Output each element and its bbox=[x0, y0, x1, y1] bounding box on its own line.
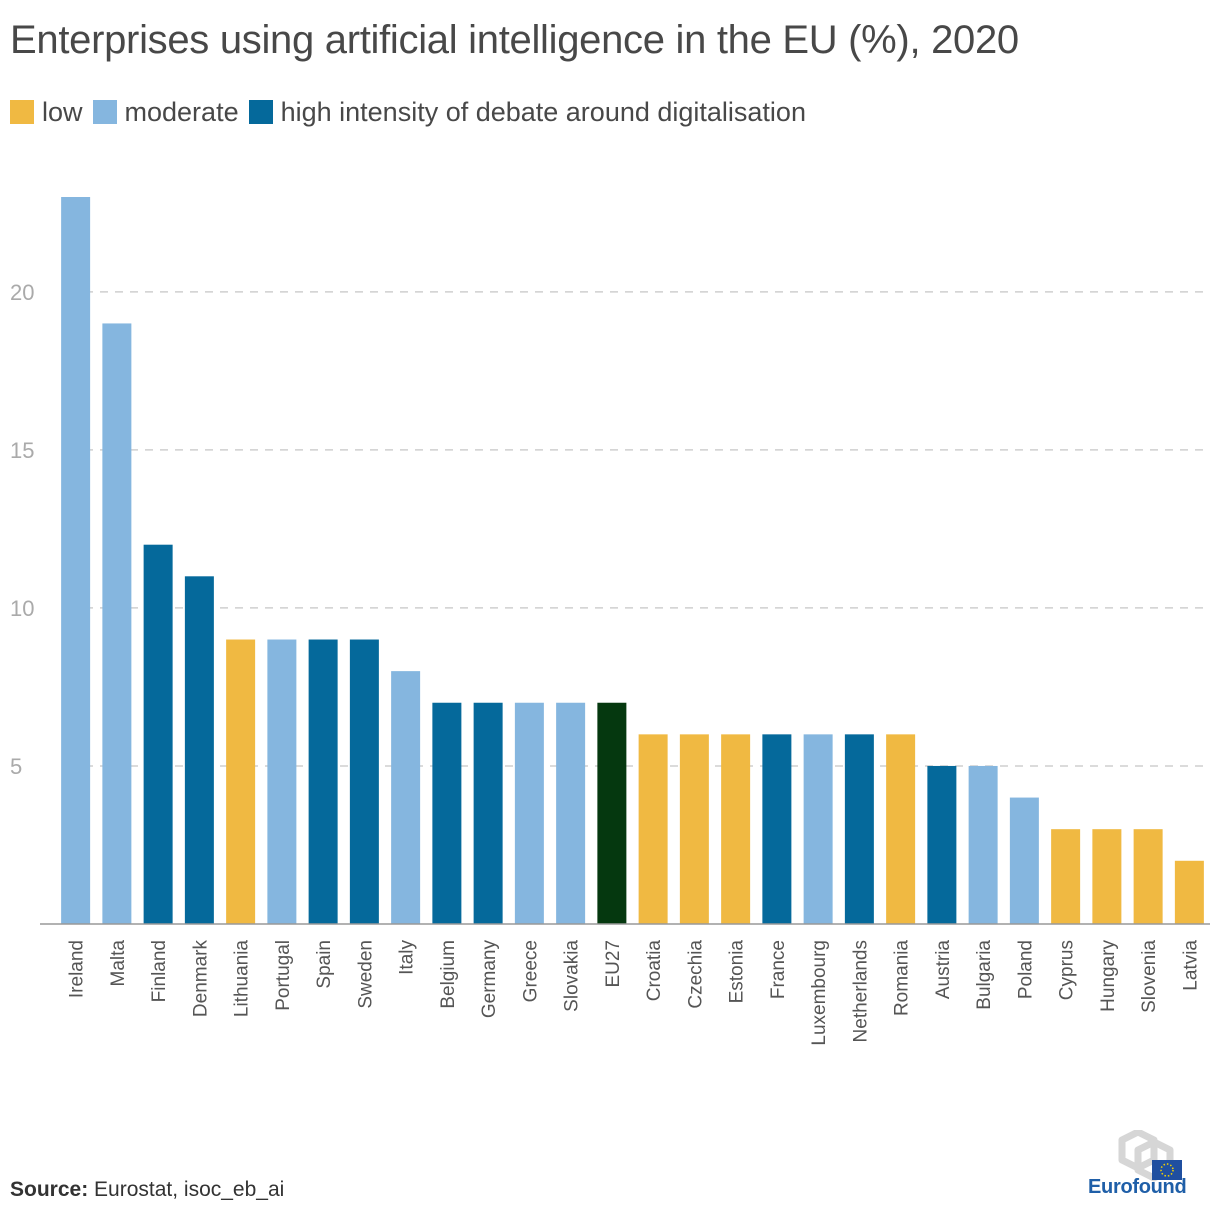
source-text: Eurostat, isoc_eb_ai bbox=[88, 1178, 285, 1201]
x-tick-label-latvia: Latvia bbox=[1180, 940, 1201, 991]
source-label: Source: bbox=[10, 1178, 89, 1201]
x-tick-label-poland: Poland bbox=[1015, 940, 1036, 999]
bar-czechia bbox=[679, 734, 709, 924]
bars bbox=[61, 197, 1204, 924]
y-tick-label-15: 15 bbox=[10, 438, 34, 463]
chart-legend: low moderate high intensity of debate ar… bbox=[10, 96, 816, 128]
bar-sweden bbox=[349, 639, 379, 924]
x-tick-label-romania: Romania bbox=[892, 940, 913, 1016]
x-tick-label-belgium: Belgium bbox=[438, 940, 459, 1009]
legend-item-high: high intensity of debate around digitali… bbox=[248, 96, 806, 128]
eurofound-logo-icon bbox=[1118, 1130, 1182, 1182]
logo-text: Eurofound bbox=[1088, 1176, 1187, 1198]
bar-france bbox=[762, 734, 792, 924]
legend-item-low: low bbox=[10, 97, 83, 128]
x-tick-label-sweden: Sweden bbox=[355, 940, 376, 1009]
bar-croatia bbox=[638, 734, 668, 924]
bar-netherlands bbox=[844, 734, 874, 924]
x-tick-label-luxembourg: Luxembourg bbox=[809, 940, 830, 1046]
bar-estonia bbox=[721, 734, 751, 924]
bar-latvia bbox=[1174, 860, 1204, 924]
bar-greece bbox=[514, 702, 544, 924]
x-tick-label-denmark: Denmark bbox=[190, 940, 211, 1018]
x-tick-label-netherlands: Netherlands bbox=[850, 940, 871, 1042]
x-tick-label-portugal: Portugal bbox=[273, 940, 294, 1011]
y-axis-tick-labels: 5 10 15 20 bbox=[10, 280, 34, 779]
x-tick-label-lithuania: Lithuania bbox=[232, 940, 253, 1018]
x-tick-label-austria: Austria bbox=[933, 940, 954, 1000]
bar-bulgaria bbox=[968, 765, 998, 924]
bar-poland bbox=[1009, 797, 1039, 924]
bar-portugal bbox=[267, 639, 297, 924]
bar-denmark bbox=[184, 576, 214, 924]
source-note: Source: Eurostat, isoc_eb_ai bbox=[10, 1178, 284, 1202]
x-tick-label-cyprus: Cyprus bbox=[1057, 940, 1078, 1000]
x-tick-label-france: France bbox=[768, 940, 789, 999]
x-tick-label-estonia: Estonia bbox=[727, 940, 748, 1004]
x-tick-label-czechia: Czechia bbox=[685, 940, 706, 1009]
legend-label-low: low bbox=[42, 96, 83, 127]
bar-luxembourg bbox=[803, 734, 833, 924]
bar-spain bbox=[308, 639, 338, 924]
bar-ireland bbox=[61, 197, 91, 924]
y-tick-label-20: 20 bbox=[10, 280, 34, 305]
x-tick-label-italy: Italy bbox=[397, 940, 418, 975]
x-tick-label-malta: Malta bbox=[108, 940, 129, 987]
x-tick-label-finland: Finland bbox=[149, 940, 170, 1002]
x-tick-label-croatia: Croatia bbox=[644, 940, 665, 1002]
chart-title: Enterprises using artificial intelligenc… bbox=[10, 18, 1019, 62]
bar-belgium bbox=[432, 702, 462, 924]
bar-hungary bbox=[1092, 829, 1122, 924]
bar-germany bbox=[473, 702, 503, 924]
legend-item-moderate: moderate bbox=[92, 96, 239, 128]
x-tick-label-slovakia: Slovakia bbox=[562, 940, 583, 1012]
x-tick-label-slovenia: Slovenia bbox=[1139, 940, 1160, 1013]
x-tick-label-bulgaria: Bulgaria bbox=[974, 940, 995, 1010]
x-tick-label-ireland: Ireland bbox=[67, 940, 88, 998]
x-tick-label-spain: Spain bbox=[314, 940, 335, 989]
bar-finland bbox=[143, 544, 173, 924]
legend-swatch-low bbox=[10, 100, 34, 124]
legend-label-moderate: moderate bbox=[124, 96, 239, 127]
bar-chart: 5 10 15 20 Ireland Malta Finland Denmark Lithua… bbox=[10, 197, 1210, 1046]
y-tick-label-5: 5 bbox=[10, 754, 22, 779]
x-tick-label-germany: Germany bbox=[479, 940, 500, 1019]
y-tick-label-10: 10 bbox=[10, 596, 34, 621]
legend-swatch-high bbox=[248, 100, 273, 124]
bar-malta bbox=[102, 323, 132, 924]
bar-cyprus bbox=[1051, 829, 1081, 924]
legend-label-high: high intensity of debate around digitali… bbox=[280, 96, 806, 127]
bar-slovakia bbox=[556, 702, 586, 924]
bar-lithuania bbox=[226, 639, 256, 924]
x-axis-tick-labels: Ireland Malta Finland Denmark Lithuania Portu… bbox=[67, 940, 1202, 1046]
x-tick-label-eu27: EU27 bbox=[603, 940, 624, 988]
bar-eu27 bbox=[597, 702, 627, 924]
bar-italy bbox=[391, 671, 421, 924]
x-tick-label-hungary: Hungary bbox=[1098, 940, 1119, 1012]
x-tick-label-greece: Greece bbox=[520, 940, 541, 1002]
bar-austria bbox=[927, 765, 957, 924]
bar-slovenia bbox=[1133, 829, 1163, 924]
bar-romania bbox=[886, 734, 916, 924]
legend-swatch-moderate bbox=[92, 100, 117, 124]
